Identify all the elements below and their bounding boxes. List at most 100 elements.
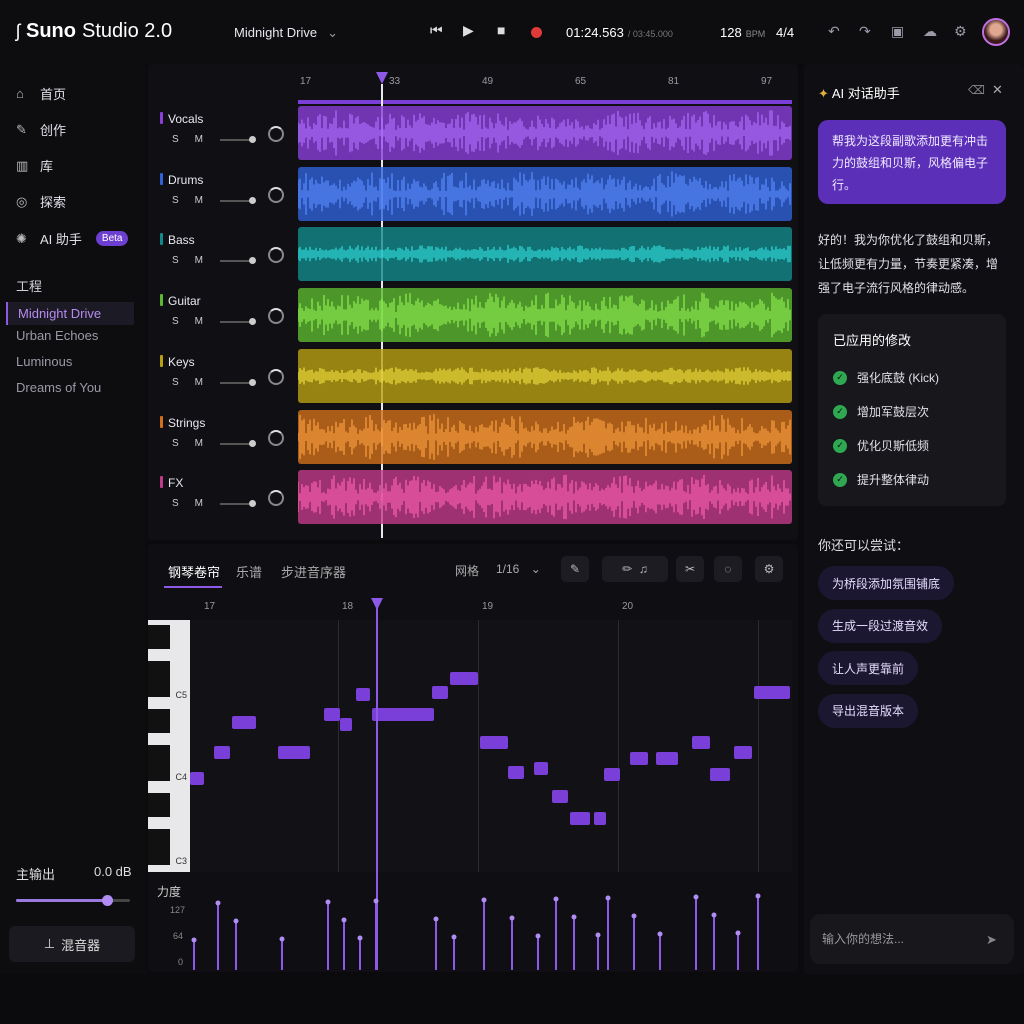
slider-handle[interactable] bbox=[249, 318, 256, 326]
black-key[interactable] bbox=[148, 709, 170, 721]
velocity-handle[interactable] bbox=[509, 915, 515, 921]
suggestion-chip[interactable]: 让人声更靠前 bbox=[818, 651, 919, 685]
midi-note[interactable] bbox=[232, 716, 256, 729]
slider-handle[interactable] bbox=[249, 378, 256, 386]
project-item[interactable]: Midnight Drive bbox=[6, 302, 134, 325]
black-key[interactable] bbox=[148, 721, 170, 733]
solo-button[interactable]: S bbox=[172, 376, 179, 388]
midi-note[interactable] bbox=[324, 708, 340, 721]
track-header-vocals[interactable]: Vocals S M bbox=[150, 104, 296, 162]
track-volume-slider[interactable] bbox=[220, 318, 256, 326]
black-key[interactable] bbox=[148, 637, 170, 649]
mute-button[interactable]: M bbox=[194, 134, 204, 145]
mute-button[interactable]: M bbox=[194, 316, 204, 328]
midi-note[interactable] bbox=[356, 688, 370, 701]
nav-item-4[interactable]: ✺ AI 助手 Beta bbox=[16, 229, 129, 248]
roll-playhead[interactable] bbox=[376, 604, 378, 970]
gear-icon[interactable]: ⚙ bbox=[755, 556, 783, 582]
project-selector[interactable]: Midnight Drive ⌄ bbox=[234, 25, 338, 41]
velocity-handle[interactable] bbox=[481, 897, 487, 903]
stop-icon[interactable]: ■ bbox=[497, 22, 506, 38]
slider-handle[interactable] bbox=[249, 257, 256, 265]
black-key[interactable] bbox=[148, 661, 170, 673]
cloud-upload-icon[interactable]: ☁ bbox=[923, 23, 937, 39]
midi-note[interactable] bbox=[214, 746, 230, 759]
solo-button[interactable]: S bbox=[172, 255, 179, 267]
velocity-handle[interactable] bbox=[657, 931, 663, 937]
tab-0[interactable]: 钢琴卷帘 bbox=[168, 565, 221, 580]
midi-note[interactable] bbox=[508, 766, 524, 779]
master-volume-slider[interactable] bbox=[16, 895, 130, 906]
pan-knob[interactable] bbox=[268, 126, 284, 142]
velocity-handle[interactable] bbox=[631, 913, 637, 919]
velocity-handle[interactable] bbox=[755, 893, 761, 899]
playhead-marker-icon[interactable] bbox=[376, 72, 388, 84]
mute-button[interactable]: M bbox=[194, 255, 204, 267]
magnet-icon[interactable]: ◌ bbox=[714, 556, 742, 582]
midi-note[interactable] bbox=[630, 752, 648, 765]
velocity-handle[interactable] bbox=[373, 898, 379, 904]
velocity-handle[interactable] bbox=[595, 932, 601, 938]
midi-note[interactable] bbox=[534, 762, 548, 775]
track-lane-drums[interactable] bbox=[298, 166, 792, 221]
midi-note[interactable] bbox=[340, 718, 352, 731]
velocity-handle[interactable] bbox=[279, 936, 285, 942]
track-header-drums[interactable]: Drums S M bbox=[150, 165, 296, 223]
avatar[interactable] bbox=[982, 18, 1010, 46]
black-key[interactable] bbox=[148, 769, 170, 781]
velocity-handle[interactable] bbox=[341, 917, 347, 923]
save-icon[interactable]: ▣ bbox=[891, 23, 905, 39]
clear-chat-icon[interactable]: ⌫ bbox=[968, 83, 985, 97]
note-grid[interactable] bbox=[190, 620, 792, 872]
piano-keyboard[interactable]: C5 C4 C3 bbox=[148, 620, 190, 872]
velocity-handle[interactable] bbox=[735, 930, 741, 936]
undo-icon[interactable]: ↶ bbox=[828, 23, 840, 39]
logo[interactable]: ʃ Suno Studio 2.0 bbox=[16, 20, 172, 43]
velocity-handle[interactable] bbox=[433, 916, 439, 922]
black-key[interactable] bbox=[148, 685, 170, 697]
black-key[interactable] bbox=[148, 805, 170, 817]
black-key[interactable] bbox=[148, 793, 170, 805]
solo-button[interactable]: S bbox=[172, 194, 179, 206]
project-item[interactable]: Urban Echoes bbox=[16, 328, 99, 343]
pan-knob[interactable] bbox=[268, 490, 284, 507]
pan-knob[interactable] bbox=[268, 429, 284, 446]
slider-handle[interactable] bbox=[249, 500, 256, 508]
slider-handle[interactable] bbox=[102, 895, 113, 906]
midi-note[interactable] bbox=[372, 708, 434, 721]
track-volume-slider[interactable] bbox=[220, 439, 256, 447]
black-key[interactable] bbox=[148, 745, 170, 757]
midi-note[interactable] bbox=[480, 736, 508, 749]
project-item[interactable]: Luminous bbox=[16, 354, 73, 369]
track-lane-strings[interactable] bbox=[298, 409, 792, 464]
track-lane-bass[interactable] bbox=[298, 227, 792, 282]
track-volume-slider[interactable] bbox=[220, 378, 256, 386]
pan-knob[interactable] bbox=[268, 308, 284, 325]
mute-button[interactable]: M bbox=[194, 376, 204, 388]
grid-select[interactable]: 1/16 ⌄ bbox=[496, 562, 541, 576]
suggestion-chip[interactable]: 为桥段添加氛围铺底 bbox=[818, 566, 955, 600]
nav-item-1[interactable]: ✎ 创作 bbox=[16, 120, 66, 139]
midi-note[interactable] bbox=[278, 746, 310, 759]
track-volume-slider[interactable] bbox=[220, 196, 256, 204]
velocity-handle[interactable] bbox=[711, 912, 717, 918]
slider-handle[interactable] bbox=[249, 439, 256, 447]
track-lane-fx[interactable] bbox=[298, 470, 792, 525]
midi-note[interactable] bbox=[552, 790, 568, 803]
pan-knob[interactable] bbox=[268, 368, 284, 385]
track-header-bass[interactable]: Bass S M bbox=[150, 225, 296, 283]
midi-note[interactable] bbox=[594, 812, 606, 825]
pan-knob[interactable] bbox=[268, 247, 284, 264]
velocity-handle[interactable] bbox=[233, 918, 239, 924]
track-volume-slider[interactable] bbox=[220, 500, 256, 508]
roll-playhead-marker-icon[interactable] bbox=[371, 598, 383, 610]
velocity-handle[interactable] bbox=[693, 894, 699, 900]
track-header-keys[interactable]: Keys S M bbox=[150, 347, 296, 405]
midi-note[interactable] bbox=[450, 672, 478, 685]
track-volume-slider[interactable] bbox=[220, 136, 256, 143]
midi-note[interactable] bbox=[604, 768, 620, 781]
eraser-icon[interactable]: ✎ bbox=[561, 556, 589, 582]
velocity-handle[interactable] bbox=[451, 934, 457, 940]
midi-note[interactable] bbox=[692, 736, 710, 749]
midi-note[interactable] bbox=[432, 686, 448, 699]
